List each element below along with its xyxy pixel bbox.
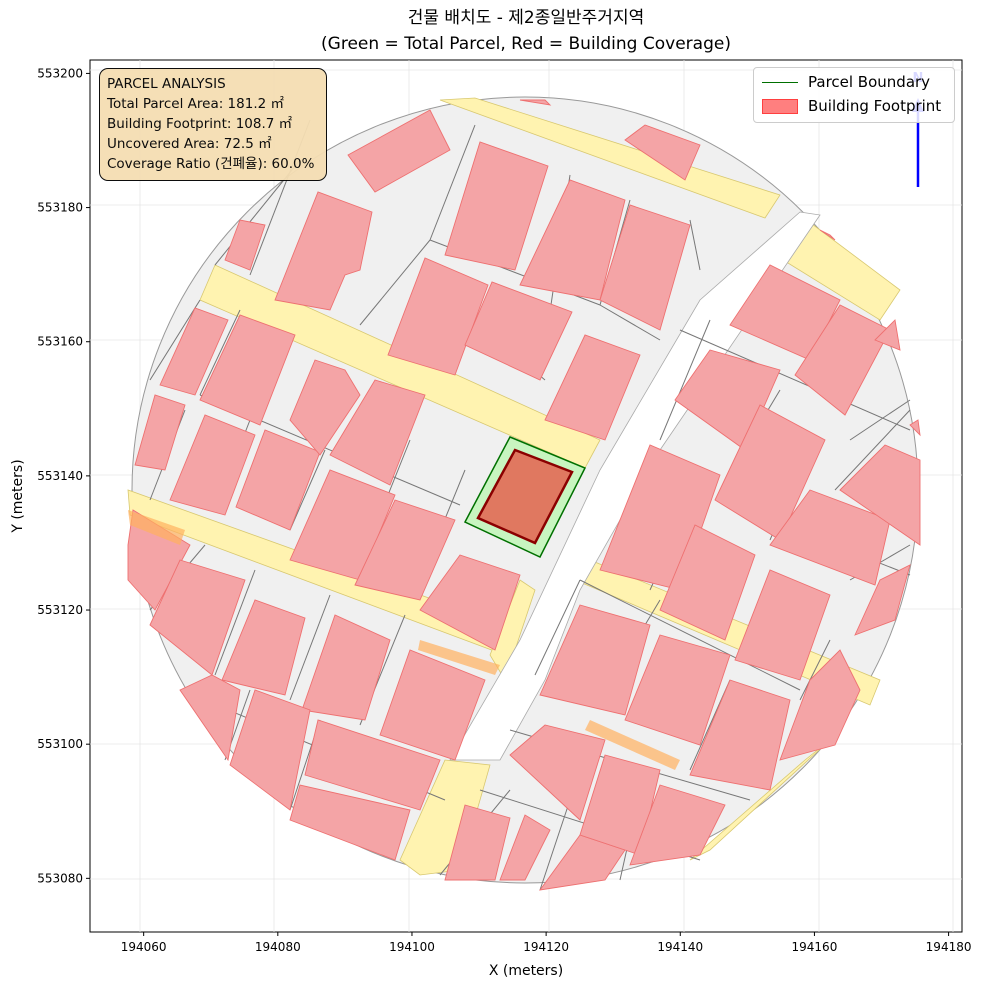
x-tick-label: 194140 [657,940,703,954]
neighborhood-map [127,96,921,891]
y-tick-label: 553180 [37,201,83,215]
legend-item-building: Building Footprint [762,95,941,117]
x-tick-label: 194180 [926,940,972,954]
legend-parcel-label: Parcel Boundary [808,73,931,91]
title-line-2: (Green = Total Parcel, Red = Building Co… [321,34,731,54]
title-line-1: 건물 배치도 - 제2종일반주거지역 [408,8,644,28]
x-tick-label: 194060 [121,940,167,954]
x-tick-label: 194100 [389,940,435,954]
x-axis-ticks: 194060 194080 194100 194120 194140 194160 1941… [121,932,972,954]
info-total-area: Total Parcel Area: 181.2 ㎡ [107,96,284,112]
parcel-analysis-box: PARCEL ANALYSIS Total Parcel Area: 181.2… [99,68,327,181]
info-uncovered: Uncovered Area: 72.5 ㎡ [107,136,272,152]
road-upper [199,264,601,469]
y-tick-label: 553120 [37,603,83,617]
legend-line-swatch [762,81,798,83]
y-axis-label: Y (meters) [10,459,26,533]
legend-item-parcel: Parcel Boundary [762,71,930,93]
target-building [476,448,574,545]
building-footprints [127,99,921,891]
road-top [439,97,781,219]
y-tick-label: 553080 [37,871,83,885]
y-axis-ticks: 553200 553180 553160 553140 553120 553100 5530… [37,66,90,885]
y-tick-label: 553200 [37,66,83,80]
x-tick-label: 194120 [523,940,569,954]
info-coverage: Coverage Ratio (건폐율): 60.0% [107,156,315,172]
x-tick-label: 194160 [792,940,838,954]
y-tick-label: 553160 [37,335,83,349]
legend-patch-swatch [762,98,798,114]
info-heading: PARCEL ANALYSIS [107,76,226,92]
y-tick-label: 553140 [37,469,83,483]
x-axis-label: X (meters) [489,963,563,979]
x-tick-label: 194080 [255,940,301,954]
info-footprint: Building Footprint: 108.7 ㎡ [107,116,293,132]
legend-building-label: Building Footprint [808,97,942,115]
legend: Parcel Boundary Building Footprint [753,67,955,123]
y-tick-label: 553100 [37,737,83,751]
